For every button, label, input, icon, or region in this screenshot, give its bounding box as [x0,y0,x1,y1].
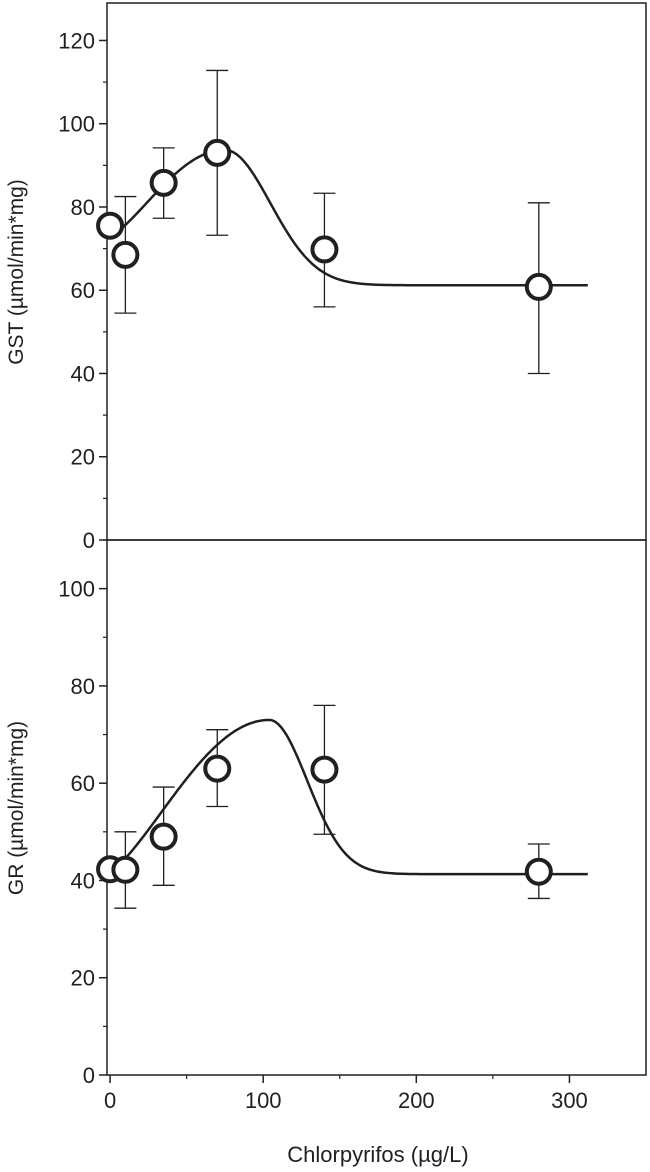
gst-y-tick-label: 80 [71,195,95,220]
gst-y-axis-label: GST (µmol/min*mg) [5,179,28,365]
gst-plot-frame [106,2,647,541]
gst-panel: 0 20 40 60 80 100 120 [58,2,647,553]
gst-y-tick-label: 0 [83,528,95,553]
gr-y-axis-label: GR (µmol/min*mg) [5,721,28,895]
gr-data-point [203,754,232,783]
gr-y-tick-label: 40 [71,868,95,893]
gst-y-tick-label: 120 [58,28,95,53]
gst-y-tick-label: 20 [71,445,95,470]
x-tick-label: 100 [245,1088,282,1113]
gst-data-point [310,235,339,264]
x-tick-label: 200 [398,1088,435,1113]
gr-y-tick-label: 20 [71,966,95,991]
gst-data-point [203,138,232,167]
gr-data-point [111,855,140,884]
gst-y-tick-label: 40 [71,361,95,386]
gst-data-point [149,168,178,197]
gr-data-point [524,857,553,886]
gst-y-tick-label: 60 [71,278,95,303]
gst-data-point [111,240,140,269]
gr-fit-curve [109,718,588,876]
gr-data-point [149,822,178,851]
gr-panel: 0 20 40 60 80 100 0 100 200 300 [58,539,647,1113]
gst-y-tick-label: 100 [58,112,95,137]
gst-fit-curve [109,148,588,287]
gst-data-point [96,211,125,240]
gr-y-tick-label: 60 [71,771,95,796]
gr-data-point [310,755,339,784]
gr-plot-frame [106,539,647,1076]
x-tick-label: 0 [104,1088,116,1113]
gr-y-tick-label: 100 [58,577,95,602]
gst-data-point [524,272,553,301]
x-axis-label: Chlorpyrifos (µg/L) [287,1142,468,1167]
gr-y-tick-label: 0 [83,1063,95,1088]
gr-y-tick-label: 80 [71,674,95,699]
x-tick-label: 300 [551,1088,588,1113]
